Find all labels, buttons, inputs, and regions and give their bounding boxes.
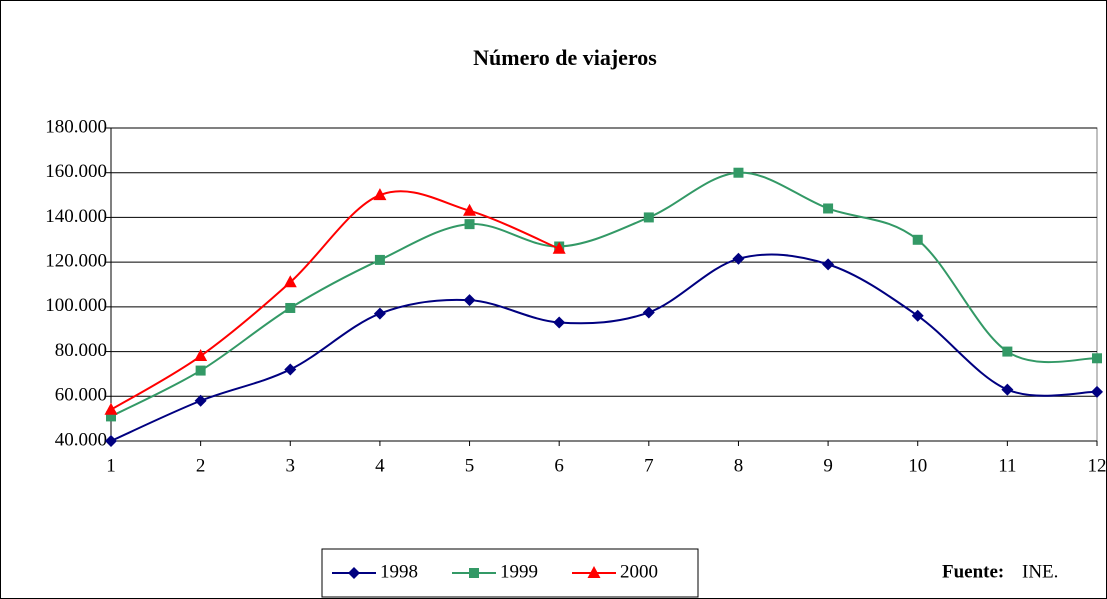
legend-marker [587, 566, 601, 578]
y-tick-label: 80.000 [55, 340, 107, 361]
data-point [463, 203, 477, 216]
data-point [104, 402, 118, 415]
x-tick-label: 6 [554, 455, 564, 476]
source: INE. [1022, 561, 1058, 582]
x-tick-label: 5 [465, 455, 475, 476]
x-tick-label: 2 [196, 455, 206, 476]
y-tick-label: 60.000 [55, 385, 107, 406]
x-tick-label: 1 [106, 455, 116, 476]
data-point [1092, 353, 1102, 364]
x-tick-label: 3 [286, 455, 296, 476]
x-tick-label: 9 [823, 455, 833, 476]
data-point [105, 435, 117, 447]
legend-marker [469, 568, 479, 578]
data-point [733, 167, 744, 178]
data-point [284, 363, 297, 376]
data-point [823, 203, 834, 214]
data-point [643, 212, 654, 223]
x-tick-label: 12 [1088, 455, 1107, 476]
data-point [912, 234, 923, 245]
plot-area [110, 127, 1098, 442]
data-point [1002, 346, 1013, 357]
y-tick-label: 160.000 [45, 161, 107, 182]
chart-title: Número de viajeros [473, 45, 657, 70]
data-point [822, 258, 835, 271]
data-point [1001, 383, 1014, 396]
data-point [373, 188, 387, 201]
x-tick-label: 10 [908, 455, 927, 476]
y-tick-label: 180.000 [45, 116, 107, 137]
data-point [1091, 385, 1103, 398]
data-point [106, 411, 116, 422]
data-point [552, 241, 566, 254]
data-point [194, 394, 207, 407]
data-point [553, 316, 566, 329]
data-point [463, 294, 476, 307]
data-point [642, 306, 655, 319]
source-label: Fuente: [942, 561, 1004, 582]
x-tick-label: 4 [375, 455, 385, 476]
data-point [283, 275, 297, 288]
x-tick-label: 8 [734, 455, 744, 476]
legend [321, 548, 699, 598]
legend-label: 2000 [620, 561, 658, 582]
x-tick-label: 11 [998, 455, 1016, 476]
y-tick-label: 140.000 [45, 206, 107, 227]
y-tick-label: 40.000 [55, 429, 107, 450]
data-point [373, 307, 386, 320]
data-point [194, 349, 208, 362]
data-point [911, 309, 924, 322]
data-point [374, 254, 385, 265]
data-point [464, 219, 475, 230]
data-point [285, 302, 296, 313]
legend-label: 1999 [500, 561, 538, 582]
legend-label: 1998 [380, 561, 418, 582]
y-tick-label: 120.000 [45, 251, 107, 272]
y-tick-label: 100.000 [45, 295, 107, 316]
data-point [195, 365, 206, 376]
data-point [732, 252, 745, 265]
series-line [110, 171, 1098, 418]
legend-marker [348, 567, 360, 579]
x-tick-label: 7 [644, 455, 654, 476]
